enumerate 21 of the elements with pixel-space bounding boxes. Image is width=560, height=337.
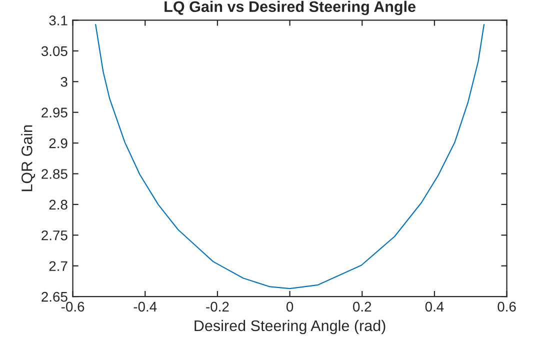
x-tick-label: -0.6 bbox=[61, 302, 84, 312]
y-tick-label: 2.95 bbox=[42, 108, 68, 118]
y-tick-label: 2.8 bbox=[49, 200, 68, 210]
y-tick-label: 3.05 bbox=[41, 46, 68, 56]
y-tick-label: 3.1 bbox=[49, 16, 68, 26]
y-axis-title: LQR Gain bbox=[21, 125, 36, 192]
chart-title: LQ Gain vs Desired Steering Angle bbox=[164, 0, 416, 16]
x-tick-label: 0.2 bbox=[353, 302, 372, 312]
x-tick-label: 0.6 bbox=[498, 302, 516, 312]
y-tick-label: 2.7 bbox=[49, 261, 68, 271]
y-tick-label: 2.65 bbox=[42, 292, 68, 302]
x-tick-label: -0.4 bbox=[134, 302, 157, 312]
x-tick-label: 0 bbox=[286, 302, 294, 312]
x-tick-label: -0.2 bbox=[206, 302, 229, 312]
y-tick-label: 2.9 bbox=[49, 138, 68, 148]
y-tick-label: 2.75 bbox=[42, 230, 68, 240]
line-series bbox=[95, 24, 485, 290]
y-tick-label: 3 bbox=[60, 76, 68, 87]
x-axis-title: Desired Steering Angle (rad) bbox=[194, 320, 386, 334]
y-tick-label: 2.85 bbox=[42, 169, 68, 179]
x-tick-label: 0.4 bbox=[425, 302, 444, 312]
